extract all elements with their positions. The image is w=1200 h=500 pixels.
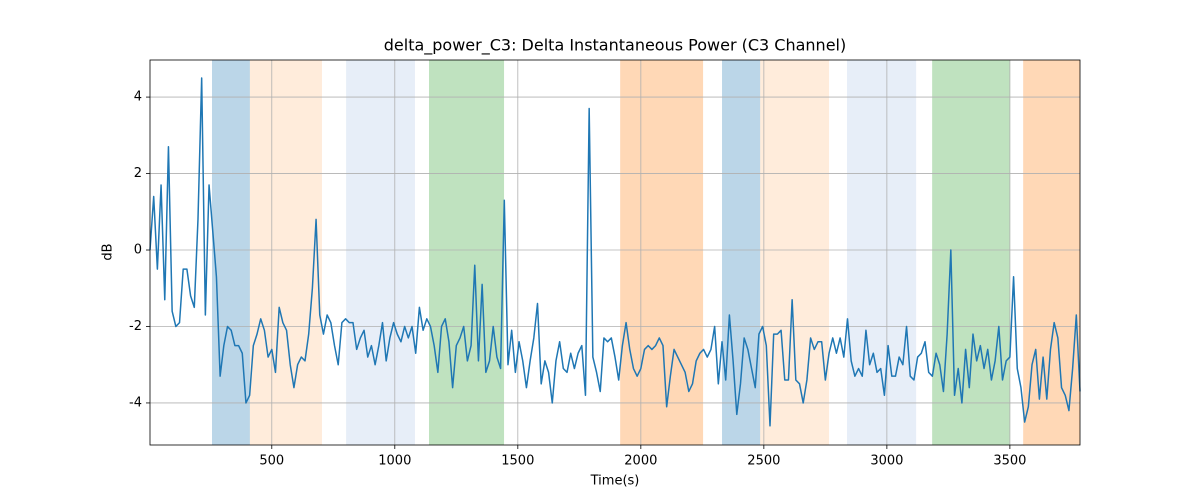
plot-frame xyxy=(149,59,1081,446)
shaded-span xyxy=(1023,60,1080,445)
shaded-span xyxy=(346,60,415,445)
y-tick-label: 4 xyxy=(134,90,142,105)
x-tick-label: 1000 xyxy=(378,454,411,469)
x-tick-label: 2500 xyxy=(747,454,780,469)
shaded-span xyxy=(429,60,505,445)
x-axis-label: Time(s) xyxy=(590,474,640,489)
chart-title: delta_power_C3: Delta Instantaneous Powe… xyxy=(384,36,846,56)
data-line xyxy=(149,77,1081,427)
x-tick-label: 500 xyxy=(259,454,284,469)
shaded-span xyxy=(932,60,1011,445)
y-axis-label: dB xyxy=(101,243,116,260)
shaded-span xyxy=(620,60,704,445)
x-tick-label: 1500 xyxy=(501,454,534,469)
shaded-span xyxy=(249,60,322,445)
y-tick-label: -2 xyxy=(129,319,142,334)
y-tick-label: 0 xyxy=(134,243,142,258)
y-tick-label: 2 xyxy=(134,166,142,181)
x-tick-label: 3000 xyxy=(870,454,903,469)
y-tick-label: -4 xyxy=(129,395,142,410)
x-tick-label: 3500 xyxy=(993,454,1026,469)
x-tick-label: 2000 xyxy=(624,454,657,469)
shaded-span xyxy=(760,60,830,445)
shaded-span xyxy=(847,60,917,445)
